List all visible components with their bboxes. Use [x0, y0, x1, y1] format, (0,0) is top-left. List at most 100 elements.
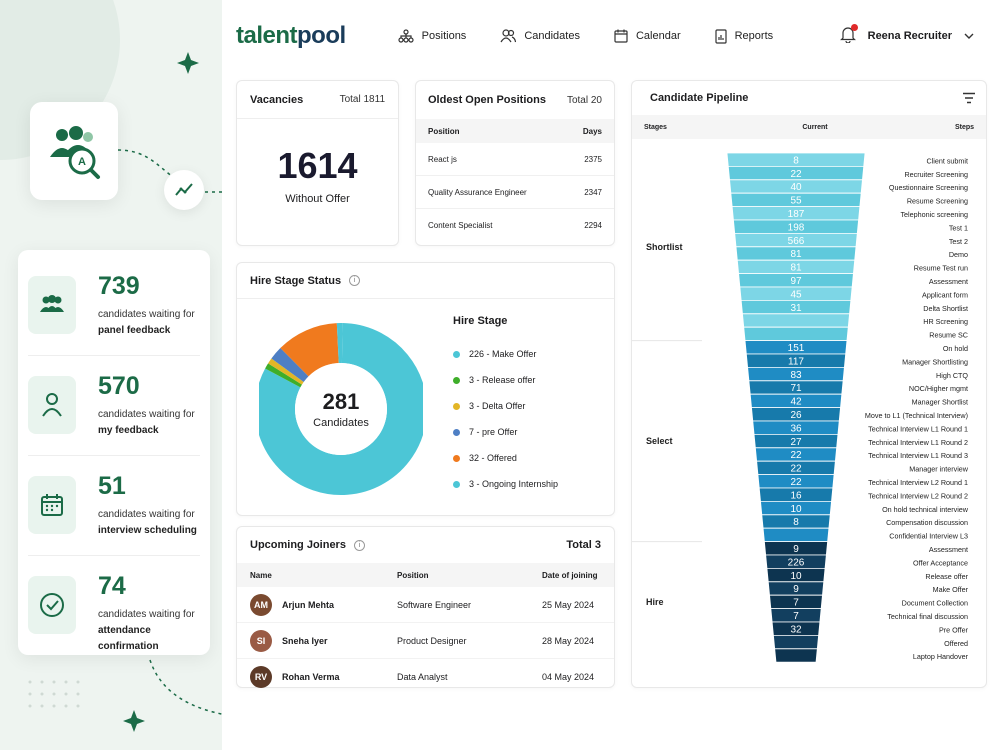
donut-slice[interactable]: [280, 323, 340, 377]
funnel-value: 7: [793, 611, 799, 622]
funnel-step-label: Technical Interview L1 Round 1: [868, 424, 968, 433]
stat-line2: attendance confirmation: [98, 625, 159, 652]
card-title: Vacancies: [250, 93, 304, 106]
funnel-value: 32: [790, 624, 802, 635]
donut-slice[interactable]: [265, 363, 303, 388]
stat-line1: candidates waiting for: [98, 609, 195, 620]
funnel-value: 22: [790, 450, 802, 461]
legend-item[interactable]: 32 - Offered: [453, 445, 558, 471]
check-circle-icon: [28, 576, 76, 634]
table-row[interactable]: Content Specialist 2294: [416, 209, 614, 242]
funnel-step-label: Pre Offer: [939, 625, 969, 634]
pipeline-funnel: Shortlist Select Hire 8 Client submit 22 Recru…: [632, 152, 969, 663]
legend-title: Hire Stage: [453, 315, 508, 327]
funnel-step-label: Applicant form: [922, 290, 968, 299]
legend-item[interactable]: 3 - Release offer: [453, 367, 558, 393]
legend-item[interactable]: 3 - Delta Offer: [453, 393, 558, 419]
info-icon[interactable]: i: [349, 275, 361, 286]
joiner-date: 28 May 2024: [542, 635, 595, 646]
nav-calendar[interactable]: Calendar: [614, 29, 681, 44]
nav-label: Candidates: [524, 30, 580, 42]
info-icon[interactable]: i: [353, 539, 365, 551]
joiner-name: Sneha Iyer: [282, 635, 328, 646]
hire-stage-card: Hire Stage Status i 281 Candidates Hire …: [236, 262, 615, 516]
table-header: Name Position Date of joining: [237, 563, 614, 587]
logo[interactable]: talentpool: [236, 22, 346, 50]
col-stages: Stages: [644, 123, 667, 131]
position-cell: Content Specialist: [428, 221, 493, 230]
joiner-name: Rohan Verma: [282, 672, 340, 682]
stage-label: Hire: [646, 597, 664, 607]
funnel-value: 8: [793, 155, 799, 166]
funnel-value: 117: [788, 356, 804, 367]
funnel-segment[interactable]: [772, 634, 820, 650]
stat-panel-feedback[interactable]: 739 candidates waiting for panel feedback: [28, 256, 200, 356]
legend-item[interactable]: 226 - Make Offer: [453, 341, 558, 367]
stat-interview-scheduling[interactable]: 51 candidates waiting for interview sched…: [28, 456, 200, 556]
funnel-step-label: Test 2: [949, 237, 968, 246]
main-nav: Positions Candidates Calendar Reports: [398, 28, 774, 44]
nav-label: Positions: [421, 30, 467, 42]
funnel-step-label: Resume Screening: [907, 197, 968, 206]
nav-positions[interactable]: Positions: [398, 29, 467, 44]
funnel-step-label: Technical Interview L1 Round 3: [868, 451, 968, 460]
funnel-step-label: Technical final discussion: [887, 612, 968, 621]
user-menu[interactable]: Reena Recruiter: [839, 24, 974, 46]
legend-swatch: [453, 376, 460, 384]
legend-item[interactable]: 3 - Ongoing Internship: [453, 471, 558, 497]
col-date: Date of joining: [542, 570, 598, 580]
col-current: Current: [802, 123, 828, 131]
funnel-segment[interactable]: [774, 648, 818, 663]
funnel-segment[interactable]: [742, 313, 850, 328]
funnel-value: 27: [790, 437, 802, 448]
table-row[interactable]: RV Rohan Verma Data Analyst 04 May 2024: [237, 659, 614, 695]
funnel-segment[interactable]: [743, 326, 849, 342]
legend-label: 3 - Release offer: [469, 375, 536, 385]
days-cell: 2375: [584, 154, 602, 164]
stat-line1: candidates waiting for: [98, 409, 195, 420]
donut-hole: [295, 363, 387, 455]
top-bar: talentpool Positions Candidates Calendar…: [222, 0, 1000, 72]
stat-value: 570: [98, 372, 140, 400]
funnel-value: 31: [790, 303, 802, 314]
team-search-icon: A: [50, 126, 100, 179]
joiner-position: Data Analyst: [397, 672, 448, 682]
legend-label: 32 - Offered: [469, 453, 517, 463]
hire-stage-legend: Hire Stage 226 - Make Offer 3 - Release o…: [453, 315, 558, 497]
card-title: Candidate Pipeline: [650, 92, 749, 104]
legend-item[interactable]: 7 - pre Offer: [453, 419, 558, 445]
donut-slice[interactable]: [271, 348, 309, 383]
nav-candidates[interactable]: Candidates: [500, 29, 580, 44]
col-position: Position: [397, 570, 429, 580]
notification-dot: [850, 24, 858, 31]
funnel-value: 8: [793, 517, 799, 528]
table-row[interactable]: AM Arjun Mehta Software Engineer 25 May 2…: [237, 587, 614, 623]
stat-my-feedback[interactable]: 570 candidates waiting for my feedback: [28, 356, 200, 456]
funnel-segment[interactable]: [762, 527, 830, 543]
funnel-value: 81: [790, 249, 802, 260]
donut-slice[interactable]: [255, 323, 427, 495]
table-row[interactable]: SI Sneha Iyer Product Designer 28 May 202…: [237, 623, 614, 659]
funnel-value: 55: [790, 196, 802, 207]
col-name: Name: [250, 570, 272, 580]
stat-attendance-confirmation[interactable]: 74 candidates waiting for attendance conf…: [28, 556, 200, 656]
notification-bell[interactable]: [839, 24, 858, 46]
funnel-value: 566: [788, 236, 805, 247]
nav-label: Reports: [734, 30, 774, 42]
table-header: Position Days: [416, 119, 614, 143]
funnel-value: 83: [790, 370, 802, 381]
nav-reports[interactable]: Reports: [715, 28, 774, 44]
col-steps: Steps: [954, 123, 974, 131]
funnel-value: 151: [788, 343, 805, 354]
legend-label: 226 - Make Offer: [469, 349, 537, 359]
funnel-step-label: On hold technical interview: [882, 505, 969, 514]
legend-swatch: [453, 428, 460, 436]
donut-slice[interactable]: [268, 358, 304, 385]
nav-label: Calendar: [635, 30, 681, 42]
filter-icon[interactable]: [962, 92, 976, 104]
table-row[interactable]: Quality Assurance Engineer 2347: [416, 176, 614, 209]
funnel-step-label: Make Offer: [933, 585, 969, 594]
hierarchy-icon: [398, 29, 414, 43]
table-row[interactable]: React js 2375: [416, 143, 614, 176]
card-total: Total 20: [566, 94, 602, 106]
